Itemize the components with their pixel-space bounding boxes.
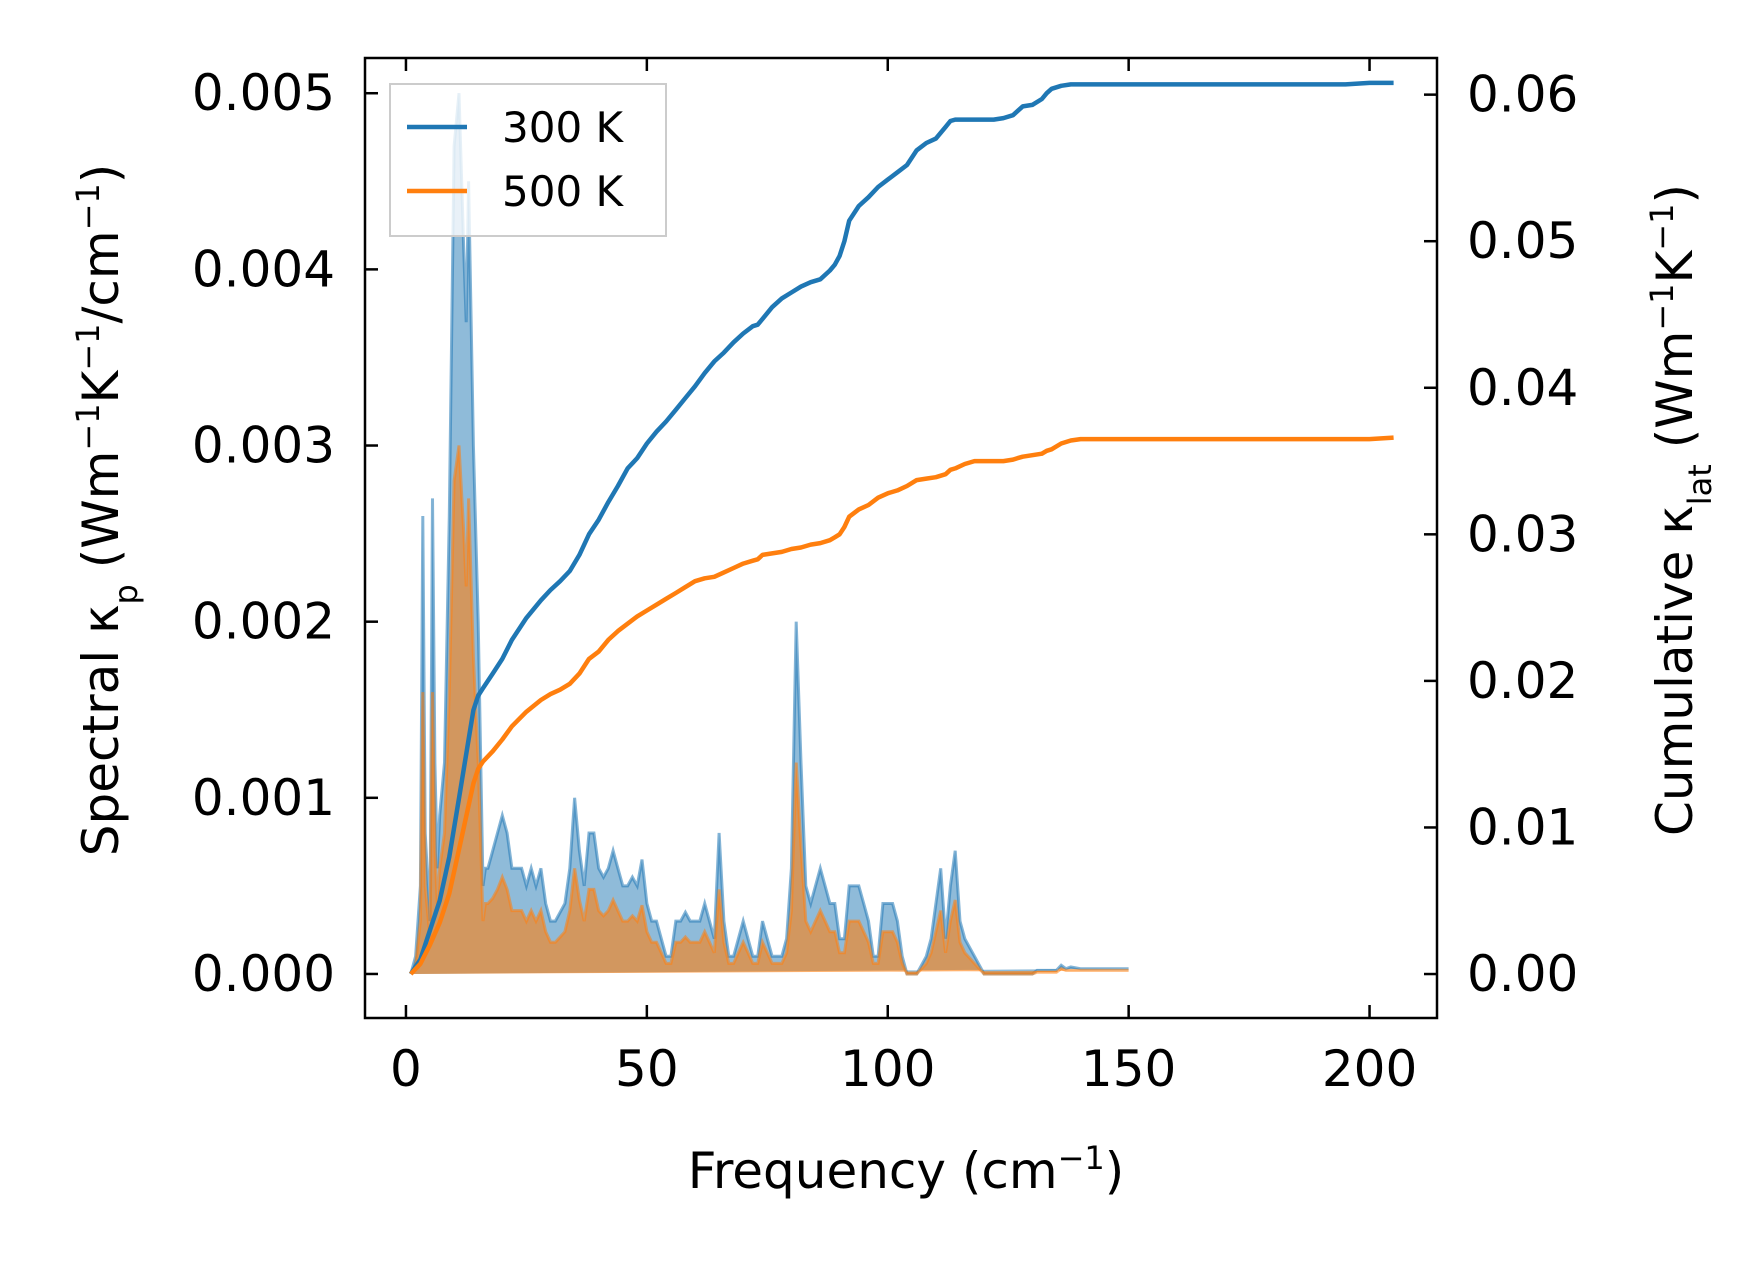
x-tick-label: 50 bbox=[615, 1040, 679, 1098]
y-left-tick-label: 0.005 bbox=[192, 64, 335, 122]
axes: 0 50 100 150 200 0.000 0.001 0.002 0.003 0.004 0.0… bbox=[192, 56, 1578, 1098]
spectral-line-500-k bbox=[409, 445, 1129, 976]
x-tick-label: 200 bbox=[1322, 1040, 1417, 1098]
cumulative-line-500-k bbox=[409, 435, 1394, 976]
y-right-tick-label: 0.04 bbox=[1467, 359, 1578, 417]
y-right-tick-label: 0.06 bbox=[1467, 66, 1578, 124]
y-left-tick-label: 0.001 bbox=[192, 769, 335, 827]
y-axis-left-title: Spectral κp (Wm−1K−1/cm−1) bbox=[69, 164, 145, 857]
y-left-tick-label: 0.003 bbox=[192, 417, 335, 475]
plot-frame bbox=[363, 56, 1439, 1020]
y-left-tick-label: 0.004 bbox=[192, 240, 335, 298]
x-tick-label: 100 bbox=[840, 1040, 935, 1098]
x-tick-label: 150 bbox=[1081, 1040, 1176, 1098]
cumulative-line-300-k bbox=[408, 80, 1394, 976]
y-right-tick-label: 0.01 bbox=[1467, 798, 1578, 856]
y-left-tick-label: 0.002 bbox=[192, 593, 335, 651]
x-axis-title: Frequency (cm−1) bbox=[688, 1139, 1125, 1200]
x-tick-label: 0 bbox=[390, 1040, 422, 1098]
y-right-tick-label: 0.02 bbox=[1467, 652, 1578, 710]
y-axis-right-title: Cumulative κlat (Wm−1K−1) bbox=[1643, 184, 1719, 836]
plot-area bbox=[408, 80, 1394, 976]
legend-label: 300 K bbox=[502, 103, 625, 152]
y-right-tick-label: 0.00 bbox=[1467, 945, 1578, 1003]
y-right-tick-label: 0.05 bbox=[1467, 212, 1578, 270]
y-right-tick-label: 0.03 bbox=[1467, 505, 1578, 563]
spectral-line-300-k bbox=[409, 93, 1129, 976]
legend: 300 K 500 K bbox=[389, 83, 667, 237]
y-left-tick-label: 0.000 bbox=[192, 945, 335, 1003]
legend-box bbox=[389, 83, 667, 237]
legend-label: 500 K bbox=[502, 167, 625, 216]
